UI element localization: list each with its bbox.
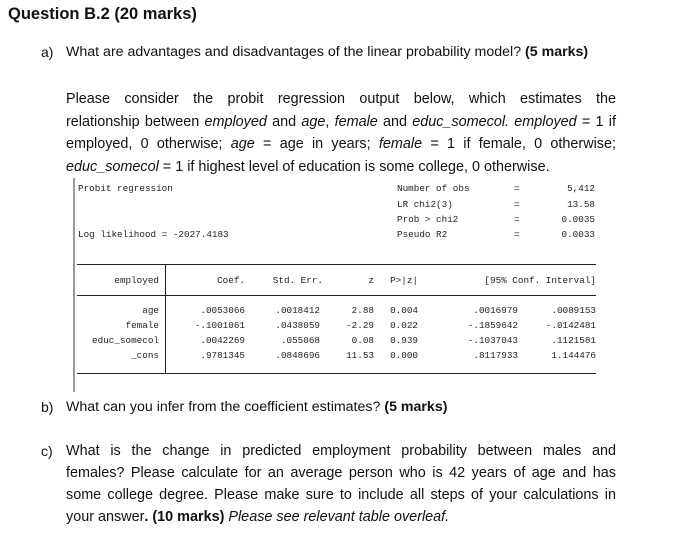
row-se: .0018412: [275, 305, 320, 316]
part-c-line-4: your answer. (10 marks) Please see relev…: [66, 506, 616, 528]
row-z: 0.08: [351, 335, 374, 346]
part-c-question: What is the change in predicted employme…: [66, 440, 616, 528]
intro-line-2: relationship between employed and age, f…: [66, 111, 616, 134]
stat-label: Pseudo R2: [397, 229, 448, 240]
row-coef: -.1001061: [194, 320, 245, 331]
header-se: Std. Err.: [272, 275, 323, 286]
table-divider: [165, 264, 166, 373]
part-a-question: What are advantages and disadvantages of…: [66, 44, 588, 60]
var-employed: employed: [204, 113, 267, 130]
stat-label: Number of obs: [397, 183, 470, 194]
stat-label: Prob > chi2: [397, 214, 459, 225]
part-b-text: What can you infer from the coefficient …: [66, 399, 381, 415]
stat-eq: =: [514, 183, 520, 194]
row-coef: .0042269: [200, 335, 245, 346]
table-header-rule: [77, 295, 596, 296]
table-top-rule: [77, 264, 596, 265]
row-z: 2.88: [351, 305, 374, 316]
intro-text: relationship between: [66, 113, 205, 130]
row-se: .055068: [280, 335, 320, 346]
part-c-text: What is the change in predicted employme…: [66, 443, 616, 459]
var-female: female: [334, 113, 378, 130]
row-var: _cons: [131, 350, 159, 361]
part-c-text: your answer: [66, 509, 145, 525]
header-dep-var: employed: [114, 275, 159, 286]
header-coef: Coef.: [217, 275, 245, 286]
row-coef: .9781345: [200, 350, 245, 361]
intro-paragraph: Please consider the probit regression ou…: [66, 88, 616, 179]
intro-text: and: [377, 113, 413, 130]
row-p: 0.022: [390, 320, 418, 331]
intro-line-3: employed, 0 otherwise; age = age in year…: [66, 133, 616, 156]
row-coef: .0053066: [200, 305, 245, 316]
part-c-label: c): [41, 443, 53, 459]
stata-output-box: Probit regression Log likelihood = -2027…: [73, 178, 615, 392]
row-ci-high: -.0142481: [545, 320, 596, 331]
question-title: Question B.2 (20 marks): [8, 5, 197, 23]
stat-value: 5,412: [567, 183, 595, 194]
log-likelihood: Log likelihood = -2027.4183: [78, 229, 229, 240]
model-name: Probit regression: [78, 183, 173, 194]
row-var: female: [125, 320, 159, 331]
row-ci-high: .1121581: [551, 335, 596, 346]
row-z: 11.53: [346, 350, 374, 361]
stat-value: 0.0033: [561, 229, 595, 240]
part-a-marks: (5 marks): [525, 44, 589, 60]
intro-text: ,: [325, 113, 335, 130]
row-ci-low: .8117933: [473, 350, 518, 361]
intro-text: = 1 if female, 0 otherwise;: [422, 136, 617, 153]
var-age: age: [301, 113, 326, 130]
row-ci-high: .0089153: [551, 305, 596, 316]
header-p: P>|z|: [390, 275, 418, 286]
stat-value: 0.0035: [561, 214, 595, 225]
part-c-line-1: What is the change in predicted employme…: [66, 440, 616, 462]
part-b-label: b): [41, 399, 54, 415]
part-a-text: What are advantages and disadvantages of…: [66, 44, 522, 60]
intro-line-4: educ_somecol = 1 if highest level of edu…: [66, 156, 616, 179]
intro-line-1: Please consider the probit regression ou…: [66, 88, 616, 111]
var-female: female: [378, 136, 423, 153]
row-var: age: [142, 305, 159, 316]
part-c-line-2: females? Please calculate for an average…: [66, 462, 616, 484]
table-bottom-rule: [77, 373, 596, 374]
row-se: .0848696: [275, 350, 320, 361]
row-p: 0.004: [390, 305, 418, 316]
row-se: .0438059: [275, 320, 320, 331]
row-p: 0.939: [390, 335, 418, 346]
row-z: -2.29: [346, 320, 374, 331]
var-educ-somecol: educ_somecol: [66, 159, 159, 176]
intro-text: Please consider the probit regression ou…: [66, 91, 616, 107]
row-ci-low: -.1037043: [467, 335, 518, 346]
part-c-line-3: some college degree. Please make sure to…: [66, 484, 616, 506]
row-ci-low: -.1859642: [467, 320, 518, 331]
stat-label: LR chi2(3): [397, 198, 453, 210]
part-a-label: a): [41, 44, 54, 60]
stat-value: 13.58: [567, 198, 595, 210]
stat-eq: =: [514, 214, 520, 225]
intro-text: employed, 0 otherwise;: [66, 136, 231, 153]
var-age: age: [230, 136, 255, 153]
intro-text: = age in years;: [254, 136, 379, 153]
row-p: 0.000: [390, 350, 418, 361]
part-c-text: females? Please calculate for an average…: [66, 465, 616, 481]
intro-text: = 1 if highest level of education is som…: [158, 159, 550, 176]
stat-eq: =: [514, 229, 520, 240]
row-ci-low: .0016979: [473, 305, 518, 316]
row-ci-high: 1.144476: [551, 350, 596, 361]
stat-eq: =: [514, 198, 520, 210]
header-ci: [95% Conf. Interval]: [484, 275, 596, 286]
part-b-question: What can you infer from the coefficient …: [66, 399, 447, 415]
intro-text: and: [266, 113, 302, 130]
part-b-marks: (5 marks): [384, 399, 448, 415]
header-z: z: [368, 275, 374, 286]
var-educ-somecol-employed: educ_somecol. employed: [412, 113, 577, 130]
part-c-text: some college degree. Please make sure to…: [66, 487, 616, 503]
part-c-marks: . (10 marks): [144, 509, 225, 525]
intro-text: = 1 if: [576, 113, 616, 130]
row-var: educ_somecol: [92, 335, 159, 346]
part-c-note: Please see relevant table overleaf.: [224, 509, 450, 525]
